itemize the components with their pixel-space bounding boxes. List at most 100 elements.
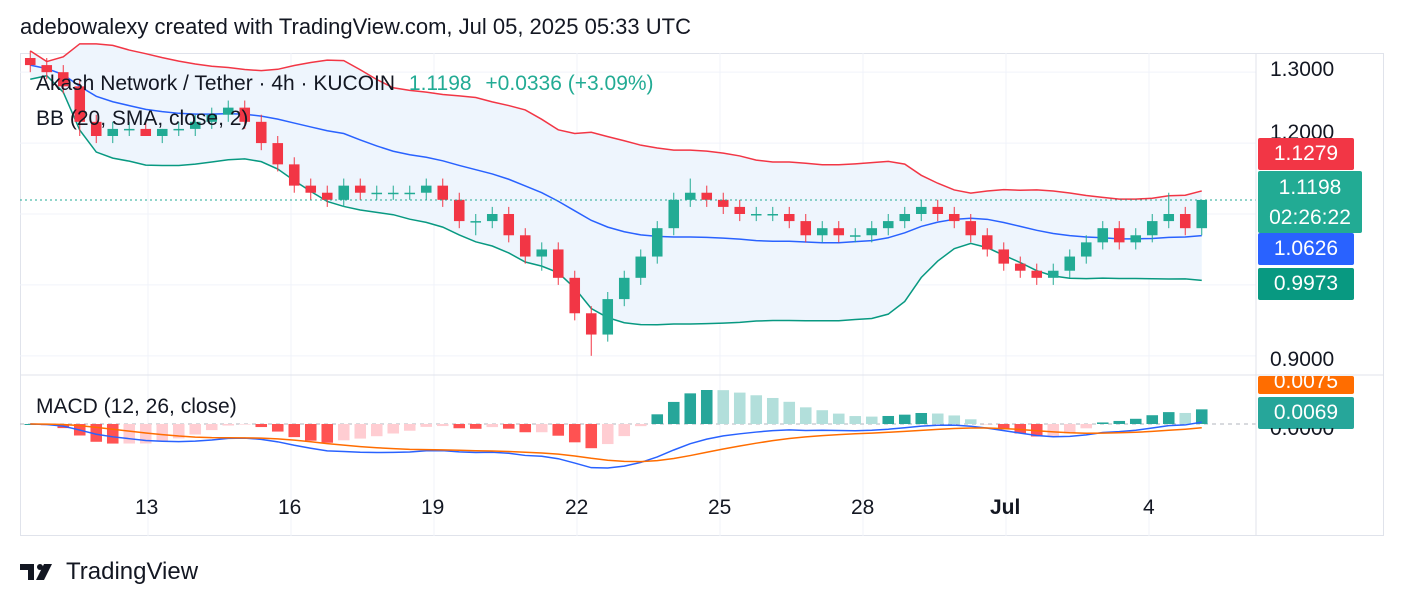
- macd-histogram-bar: [964, 419, 977, 424]
- candle-body: [816, 228, 828, 236]
- macd-histogram-bar: [172, 424, 185, 439]
- candle-body: [915, 206, 927, 214]
- candle-body: [272, 143, 284, 165]
- candle-body: [1014, 263, 1026, 271]
- macd-histogram-bar: [799, 407, 812, 424]
- candle-body: [750, 214, 762, 216]
- candle-body: [1064, 256, 1076, 271]
- macd-histogram-bar: [535, 424, 548, 433]
- macd-histogram-bar: [1080, 424, 1093, 429]
- symbol-title: Akash Network / Tether · 4h · KUCOIN: [36, 72, 396, 95]
- candle-body: [684, 192, 696, 200]
- macd-histogram-bar: [816, 410, 829, 424]
- tradingview-logo-icon: [20, 564, 52, 580]
- footer: TradingView: [20, 558, 198, 586]
- last-price-value: 1.1198: [1278, 176, 1342, 199]
- candle-body: [206, 114, 218, 122]
- macd-histogram-bar: [123, 424, 136, 444]
- candle-body: [453, 199, 465, 222]
- candle-body: [783, 214, 795, 222]
- time-tick-25: 25: [708, 496, 732, 519]
- macd-histogram-bar: [568, 424, 581, 443]
- candle-body: [1196, 199, 1208, 229]
- macd-histogram-bar: [717, 390, 730, 424]
- bb-basis-tag: 1.0626: [1258, 233, 1354, 265]
- macd-histogram-bar: [321, 424, 334, 443]
- candle-body: [618, 277, 630, 300]
- candle-body: [899, 214, 911, 222]
- candle-body: [321, 192, 333, 200]
- candle-body: [189, 121, 201, 129]
- macd-histogram-bar: [931, 413, 944, 424]
- time-tick-jul: Jul: [990, 496, 1021, 519]
- candle-body: [932, 206, 944, 214]
- macd-histogram-bar: [106, 424, 119, 444]
- candle-body: [833, 228, 845, 236]
- macd-histogram-bar: [1047, 424, 1060, 437]
- time-tick-16: 16: [278, 496, 302, 519]
- candle-body: [717, 199, 729, 207]
- candle-body: [387, 192, 399, 195]
- candle-body: [41, 65, 53, 73]
- price-tick-3: 0.9000: [1270, 348, 1335, 371]
- footer-brand: TradingView: [66, 558, 199, 585]
- macd-histogram-bar: [420, 424, 433, 427]
- macd-histogram-bar: [519, 424, 532, 433]
- candle-body: [701, 192, 713, 200]
- macd-histogram-bar: [667, 401, 680, 424]
- time-tick-22: 22: [565, 496, 589, 519]
- candle-body: [239, 107, 251, 122]
- macd-histogram-bar: [502, 424, 515, 429]
- candle-body: [1031, 270, 1043, 278]
- macd-histogram-bar: [783, 401, 796, 424]
- macd-histogram-bar: [469, 424, 482, 429]
- time-tick-19: 19: [421, 496, 445, 519]
- candle-body: [354, 185, 366, 193]
- candle-body: [486, 214, 498, 222]
- macd-histogram-bar: [1113, 420, 1126, 424]
- macd-signal-tag: 0.0075: [1258, 376, 1354, 394]
- macd-histogram-bar: [370, 424, 383, 437]
- macd-histogram-bar: [453, 424, 466, 429]
- macd-histogram-bar: [255, 424, 268, 428]
- chart-frame: [20, 53, 1384, 536]
- candle-body: [338, 185, 350, 200]
- candle-body: [866, 228, 878, 236]
- candle-body: [74, 86, 86, 122]
- candle-body: [123, 128, 135, 131]
- time-tick-13: 13: [135, 496, 159, 519]
- chart-attribution-header: adebowalexy created with TradingView.com…: [20, 14, 691, 39]
- macd-histogram-bar: [90, 424, 103, 442]
- candle-body: [882, 221, 894, 229]
- macd-histogram-bar: [1096, 422, 1109, 424]
- macd-histogram-bar: [337, 424, 350, 441]
- macd-histogram-bar: [1146, 415, 1159, 424]
- macd-histogram-bar: [271, 424, 284, 432]
- macd-histogram-bar: [832, 413, 845, 424]
- candle-body: [651, 228, 663, 257]
- macd-histogram-bar: [882, 415, 895, 424]
- last-price-tag: 1.1198 02:26:22: [1258, 171, 1362, 233]
- candle-body: [503, 214, 515, 236]
- candle-body: [305, 185, 317, 193]
- candle-body: [552, 249, 564, 278]
- macd-histogram-bar: [618, 424, 631, 437]
- bb-upper-tag: 1.1279: [1258, 138, 1354, 170]
- macd-histogram-bar: [403, 424, 416, 431]
- candle-body: [173, 128, 185, 131]
- candles: [24, 50, 1208, 356]
- signal-line: [30, 423, 1202, 463]
- candle-body: [255, 121, 267, 144]
- macd-histogram-bar: [436, 424, 449, 427]
- macd-histogram-bar: [1063, 424, 1076, 434]
- candle-body: [1080, 242, 1092, 257]
- macd-histogram-bar: [849, 416, 862, 424]
- candle-body: [470, 221, 482, 223]
- candle-body: [569, 277, 581, 314]
- candle-body: [981, 235, 993, 250]
- macd-histogram-bar: [156, 424, 169, 442]
- candle-body: [140, 128, 152, 136]
- macd-histogram-bar: [1162, 412, 1175, 424]
